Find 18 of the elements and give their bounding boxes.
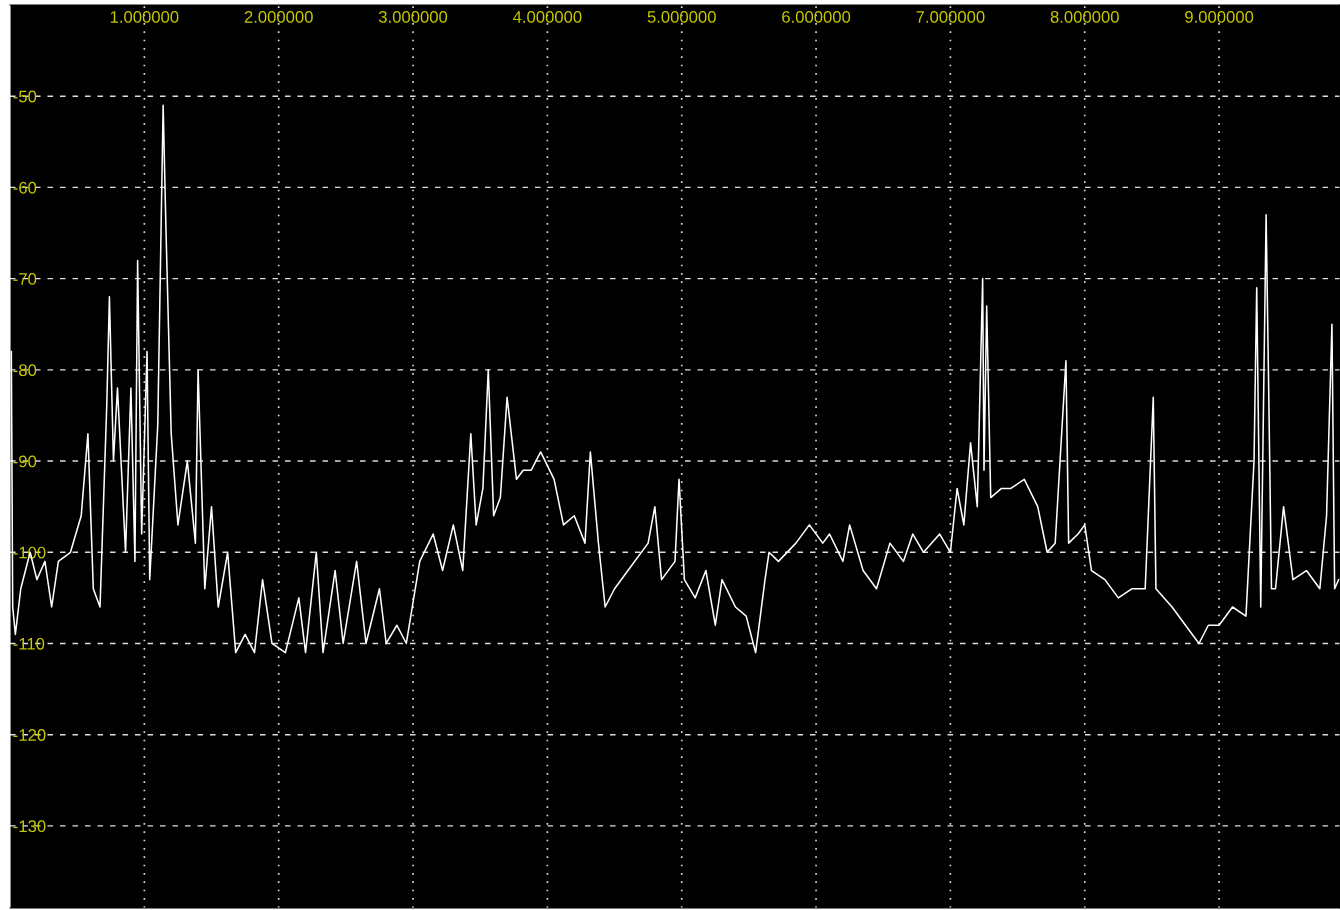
y-tick-label: -100	[13, 546, 46, 559]
x-tick-label: 4.000000	[513, 11, 582, 23]
y-tick-label: -80	[13, 364, 37, 377]
y-tick-label: -130	[13, 820, 46, 833]
y-tick-label: -110	[13, 637, 45, 650]
y-tick-label: -50	[13, 90, 37, 103]
y-tick-label: -90	[13, 455, 37, 468]
y-tick-label: -120	[13, 729, 46, 741]
y-tick-label: -60	[13, 181, 37, 194]
x-tick-label: 9.000000	[1185, 11, 1254, 23]
y-tick-label: -70	[13, 273, 37, 285]
x-tick-label: 3.000000	[378, 11, 448, 23]
x-tick-label: 8.000000	[1050, 11, 1119, 23]
x-tick-label: 7.000000	[916, 11, 985, 23]
x-tick-label: 5.000000	[647, 11, 716, 23]
x-tick-label: 6.000000	[782, 11, 851, 23]
x-tick-label: 2.000000	[244, 11, 313, 23]
x-tick-label: 1.000000	[110, 11, 179, 23]
